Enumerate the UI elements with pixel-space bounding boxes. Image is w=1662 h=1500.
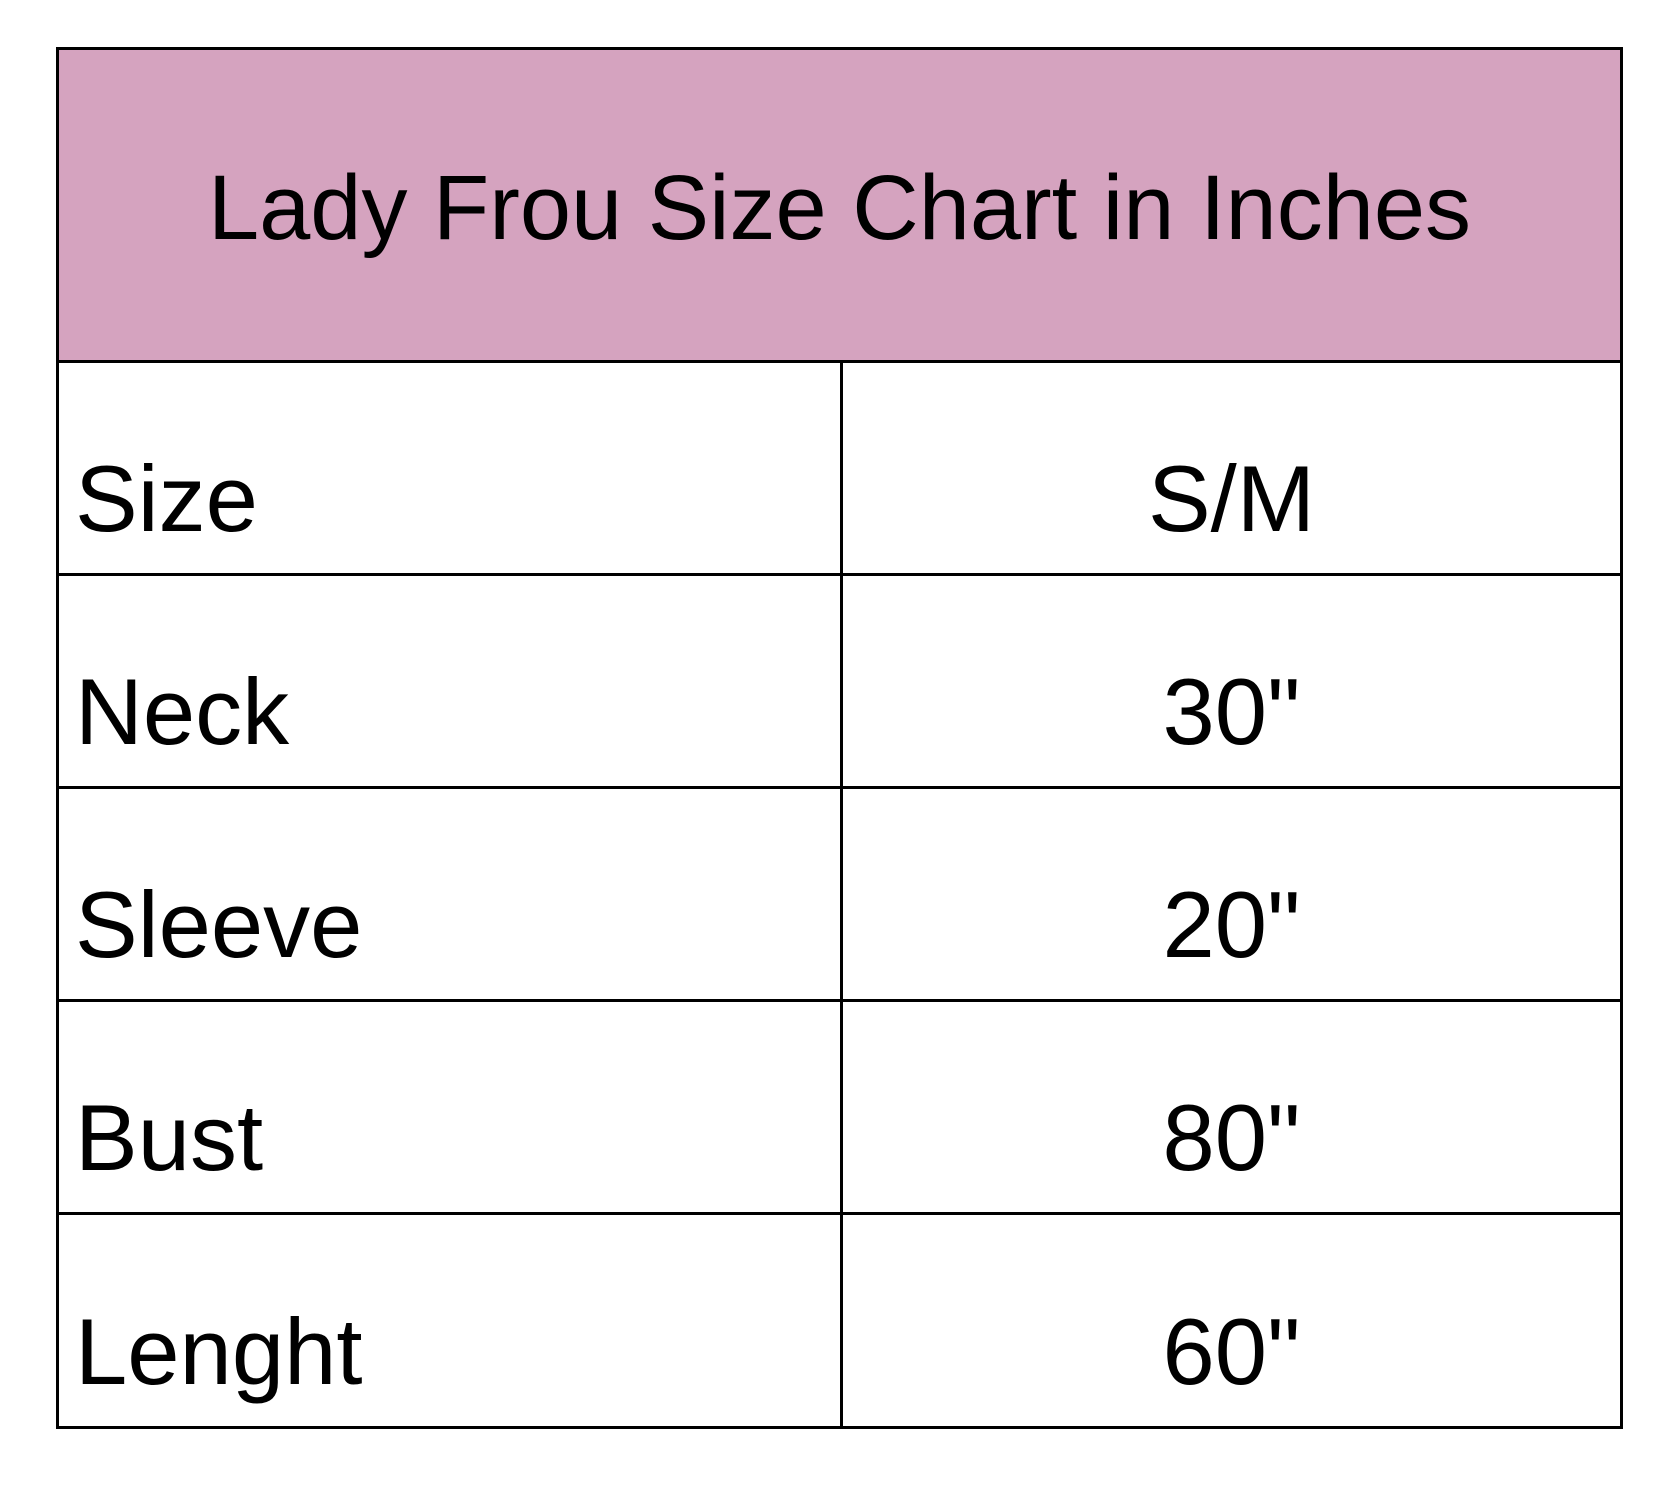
row-value: 30" bbox=[1162, 659, 1301, 764]
row-value: 60" bbox=[1162, 1299, 1301, 1404]
row-label: Neck bbox=[59, 576, 843, 786]
table-header: Lady Frou Size Chart in Inches bbox=[59, 50, 1620, 363]
table-row-sleeve: Sleeve 20" bbox=[59, 789, 1620, 1002]
row-value: S/M bbox=[1147, 446, 1316, 551]
row-value: 20" bbox=[1162, 872, 1301, 977]
row-label: Lenght bbox=[59, 1215, 843, 1426]
row-label: Bust bbox=[59, 1002, 843, 1212]
table-title: Lady Frou Size Chart in Inches bbox=[207, 156, 1472, 259]
row-label: Size bbox=[59, 363, 843, 573]
size-chart-table: Lady Frou Size Chart in Inches Size S/M … bbox=[56, 47, 1623, 1429]
table-row-neck: Neck 30" bbox=[59, 576, 1620, 789]
table-row-length: Lenght 60" bbox=[59, 1215, 1620, 1426]
row-label: Sleeve bbox=[59, 789, 843, 999]
table-row-size: Size S/M bbox=[59, 363, 1620, 576]
row-value: 80" bbox=[1162, 1085, 1301, 1190]
table-row-bust: Bust 80" bbox=[59, 1002, 1620, 1215]
